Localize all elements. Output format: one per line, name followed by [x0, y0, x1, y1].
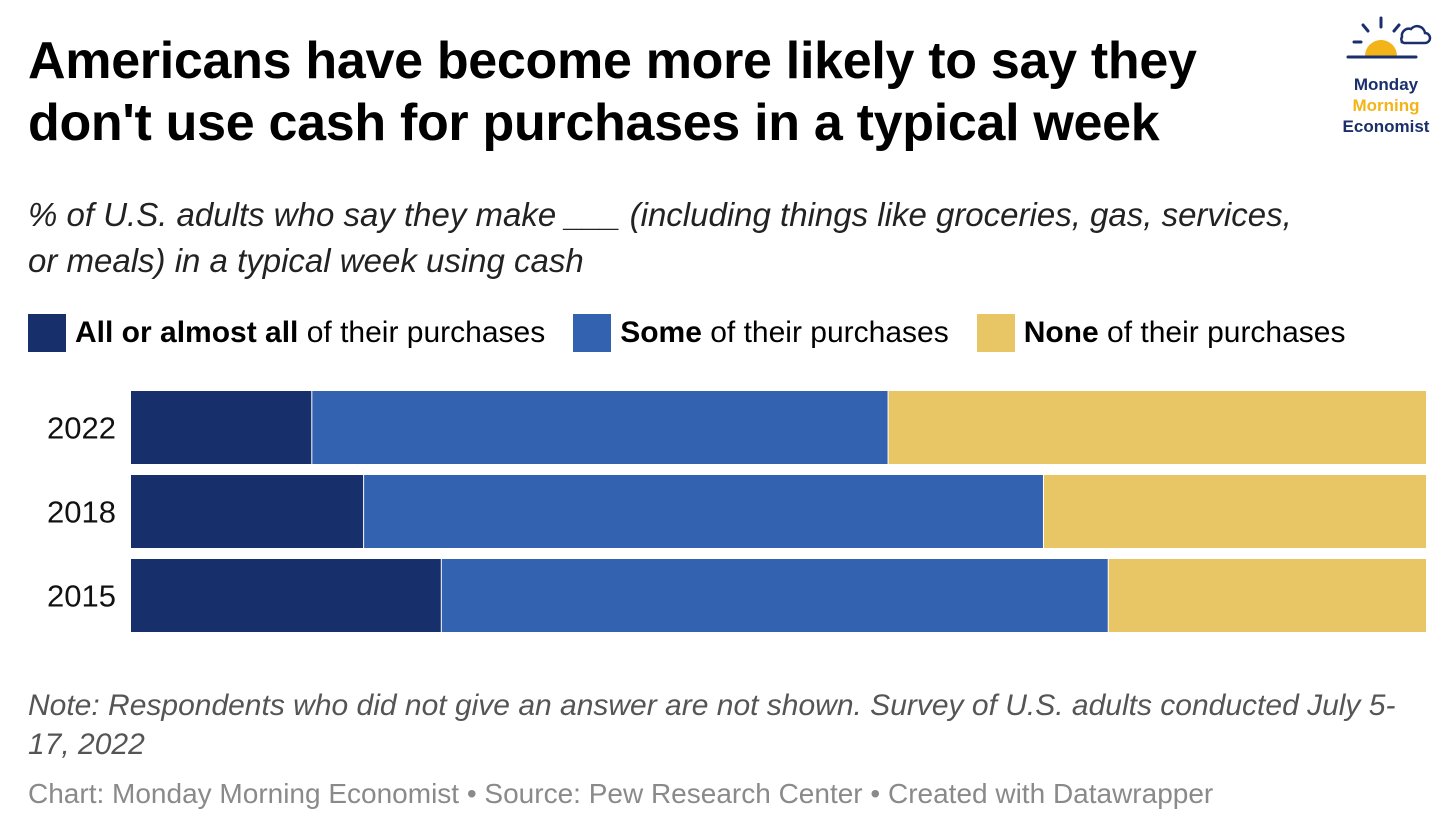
chart-title-line-1: Americans have become more likely to say… — [28, 32, 1197, 90]
legend-swatch-some — [573, 314, 612, 352]
bar-2022-segment-2 — [312, 391, 888, 464]
legend-swatch-none — [976, 314, 1015, 352]
legend-label-some: Some of their purchases — [620, 316, 949, 349]
legend-label-none: None of their purchases — [1023, 316, 1346, 349]
legend-item-some: Some of their purchases — [573, 314, 949, 352]
chart-title: Americans have become more likely to say… — [28, 30, 1328, 154]
y-tick-label-2018: 2018 — [47, 495, 116, 530]
chart-note: Note: Respondents who did not give an an… — [28, 689, 1396, 761]
legend-item-all: All or almost all of their purchases — [28, 314, 545, 352]
sunrise-icon — [1346, 16, 1432, 59]
y-tick-label-2022: 2022 — [47, 411, 116, 446]
logo-word-economist: Economist — [1342, 117, 1430, 136]
chart-credit: Chart: Monday Morning Economist • Source… — [28, 778, 1214, 809]
y-tick-label-2015: 2015 — [47, 579, 116, 614]
bar-2022-segment-1 — [131, 391, 312, 464]
legend-item-none: None of their purchases — [976, 314, 1346, 352]
bar-2018-segment-1 — [131, 475, 364, 548]
bar-2018-segment-3 — [1043, 475, 1426, 548]
chart-subtitle-line-1: % of U.S. adults who say they make ___ (… — [28, 196, 1292, 233]
bar-2015-segment-3 — [1108, 559, 1426, 632]
bar-2022-segment-3 — [888, 391, 1426, 464]
bar-2015-segment-2 — [441, 559, 1108, 632]
chart-legend: All or almost all of their purchases Som… — [28, 313, 1428, 353]
chart-title-line-2: don't use cash for purchases in a typica… — [28, 94, 1160, 152]
chart-subtitle: % of U.S. adults who say they make ___ (… — [28, 192, 1438, 284]
bar-2015-segment-1 — [131, 559, 441, 632]
chart-subtitle-line-2: or meals) in a typical week using cash — [28, 242, 584, 279]
logo-word-monday: Monday — [1353, 75, 1419, 94]
legend-swatch-all — [28, 314, 66, 352]
legend-label-all: All or almost all of their purchases — [75, 316, 546, 349]
logo-word-morning: Morning — [1352, 96, 1420, 115]
bar-2018-segment-2 — [364, 475, 1043, 548]
brand-logo: Monday Morning Economist — [1336, 14, 1436, 138]
